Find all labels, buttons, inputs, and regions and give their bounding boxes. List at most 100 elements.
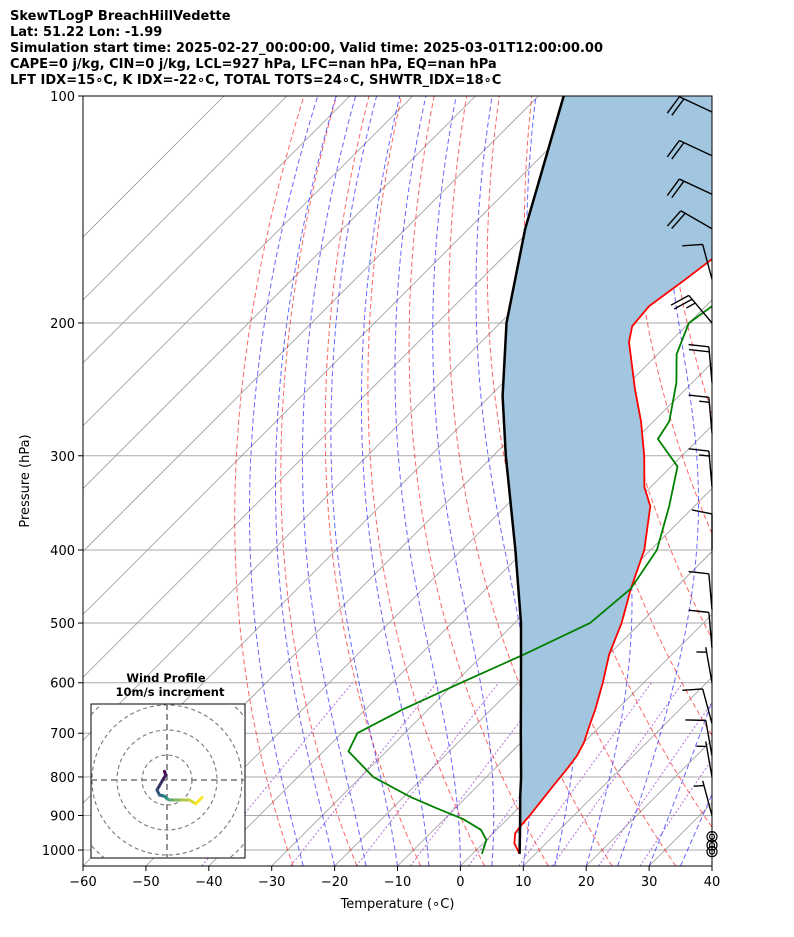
y-axis-ticks: 1000 900 800 700 600 500 400 300 200 100 [42, 90, 83, 859]
hodograph: Wind Profile 10m/s increment [90, 671, 246, 859]
y-tick-label: 500 [50, 617, 75, 632]
isotherm-line [83, 96, 602, 615]
x-tick-label: 20 [578, 875, 595, 890]
plot-area [83, 96, 794, 866]
y-tick-label: 1000 [42, 844, 75, 859]
title-latlon: Lat: 51.22 Lon: -1.99 [10, 25, 163, 40]
isotherm-line [83, 96, 225, 238]
y-tick-label: 700 [50, 727, 75, 742]
x-tick-label: 40 [704, 875, 721, 890]
x-tick-label: −10 [384, 875, 411, 890]
dry-adiabat-line [280, 96, 358, 866]
dry-adiabat-line [448, 96, 613, 866]
cape-shading [502, 96, 712, 834]
y-tick-label: 900 [50, 810, 75, 825]
y-tick-label: 300 [50, 450, 75, 465]
wind-barbs [666, 96, 718, 858]
moist-adiabat-line [394, 96, 461, 866]
isotherm-line [334, 488, 712, 866]
moist-adiabat-line [432, 96, 495, 866]
isotherm-line [711, 865, 712, 866]
moist-adiabat-line [330, 96, 398, 866]
isotherm-line [83, 96, 413, 427]
moist-adiabat-line [680, 793, 712, 866]
mixing-ratio-line [551, 682, 684, 866]
profile-series [347, 96, 712, 855]
wind-barb [682, 243, 713, 280]
wind-barb [706, 831, 718, 843]
cin-shading [502, 96, 712, 834]
title-times: Simulation start time: 2025-02-27_00:00:… [10, 41, 603, 56]
hodograph-segment [194, 796, 204, 806]
isotherm-line [83, 96, 288, 301]
temperature-profile-line [513, 258, 712, 855]
mixing-ratio-line [290, 682, 437, 866]
hodograph-title: Wind Profile [126, 671, 206, 685]
wind-barb [693, 780, 713, 816]
dry-adiabat-line [760, 96, 794, 866]
wind-barb [666, 96, 713, 116]
moist-adiabat-line [617, 96, 699, 866]
wind-barb [682, 688, 713, 724]
title-block: SkewTLogP BreachHillVedette Lat: 51.22 L… [10, 9, 780, 89]
isotherm-line [83, 96, 476, 490]
isotherm-line [271, 425, 712, 866]
y-tick-label: 100 [50, 90, 75, 105]
wind-barb [666, 139, 713, 160]
x-tick-label: 0 [456, 875, 464, 890]
wind-barb [696, 741, 713, 778]
wind-barb [688, 394, 713, 434]
hodograph-subtitle: 10m/s increment [116, 685, 225, 699]
isotherm-line [83, 96, 539, 553]
mixing-ratio-lines [201, 682, 712, 866]
x-tick-label: 30 [641, 875, 658, 890]
y-tick-label: 600 [50, 677, 75, 692]
x-tick-label: −20 [321, 875, 348, 890]
dewpoint-profile-line [347, 304, 712, 855]
y-tick-label: 400 [50, 544, 75, 559]
wind-barb [666, 210, 713, 230]
dry-adiabat-line [727, 96, 794, 866]
mixing-ratio-line [518, 682, 652, 866]
wind-barb [706, 839, 718, 851]
wind-barb [688, 343, 713, 383]
x-tick-label: −30 [258, 875, 285, 890]
mixing-ratio-line [639, 758, 712, 866]
x-axis-ticks: −60 −50 −40 −30 −20 −10 0 10 20 30 40 [69, 866, 720, 890]
dry-adiabat-line [367, 96, 485, 866]
wind-barb [696, 647, 713, 683]
y-axis-label: Pressure (hPa) [18, 434, 33, 527]
isotherm-line [83, 96, 351, 364]
moist-adiabat-line [648, 699, 712, 866]
wind-barb [688, 570, 713, 610]
mixing-ratio-line [597, 701, 712, 866]
x-tick-label: −50 [132, 875, 159, 890]
moist-adiabat-line [711, 864, 712, 866]
wind-barb [670, 294, 713, 324]
hodograph-segment [155, 779, 164, 792]
wind-barb [685, 719, 713, 756]
wind-barb [706, 846, 718, 858]
title-stability-indices: LFT IDX=15∘C, K IDX=-22∘C, TOTAL TOTS=24… [10, 73, 502, 88]
moist-adiabat-line [249, 96, 319, 866]
dry-adiabat-line [324, 96, 422, 866]
wind-barb [688, 448, 713, 488]
title-station: SkewTLogP BreachHillVedette [10, 9, 231, 24]
wind-barb [666, 178, 713, 199]
parcel-profile-line [501, 96, 565, 854]
x-tick-label: −60 [69, 875, 96, 890]
x-tick-label: 10 [515, 875, 532, 890]
isobar-grid [83, 96, 712, 851]
y-tick-label: 200 [50, 317, 75, 332]
moist-adiabat-line [361, 96, 430, 866]
x-axis-label: Temperature (∘C) [340, 897, 455, 912]
moist-adiabat-line [302, 96, 367, 866]
moist-adiabat-line [275, 96, 337, 866]
y-tick-label: 800 [50, 771, 75, 786]
x-tick-label: −40 [195, 875, 222, 890]
hodograph-plot [91, 704, 245, 858]
wind-barb [691, 509, 713, 550]
isotherm-line [523, 676, 712, 866]
wind-barb [688, 609, 713, 649]
